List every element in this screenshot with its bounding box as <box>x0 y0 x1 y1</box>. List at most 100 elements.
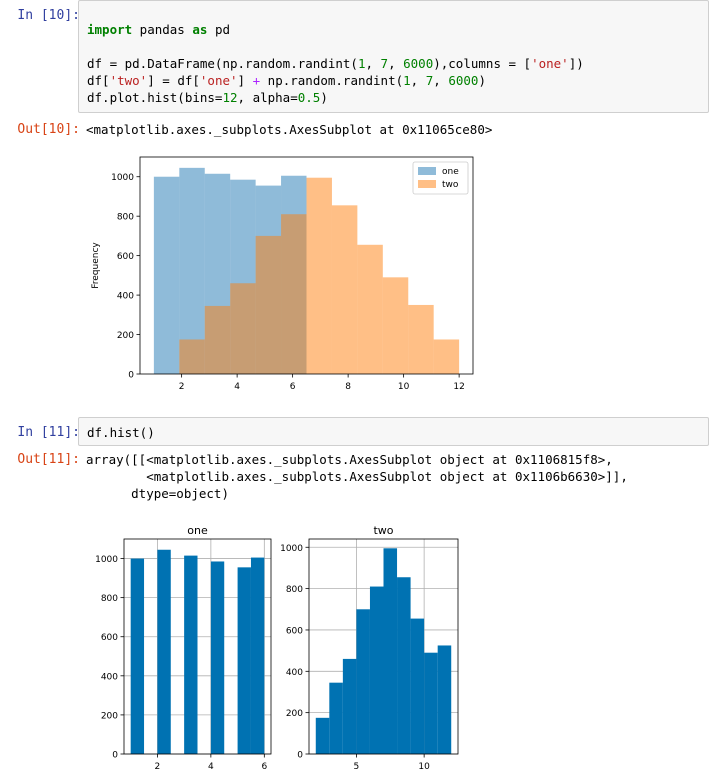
code-token: 0.5 <box>297 90 321 105</box>
y-tick-label: 600 <box>101 633 118 643</box>
y-tick-label: 800 <box>117 213 134 223</box>
histogram-bar-two <box>331 205 358 374</box>
y-tick-label: 0 <box>128 371 134 381</box>
x-tick-label: 12 <box>453 382 464 392</box>
code-token: ] <box>237 73 253 88</box>
histogram-bar-two <box>179 339 205 374</box>
histogram-bar <box>329 682 343 754</box>
input-prompt-10: In [10]: <box>17 8 80 23</box>
y-tick-label: 200 <box>286 709 303 719</box>
output-prompt-10: Out[10]: <box>17 122 80 137</box>
histogram-bar <box>383 548 398 754</box>
code-line: df['two'] = df['one'] + np.random.randin… <box>87 72 700 89</box>
x-tick-label: 10 <box>398 382 410 392</box>
code-token: df = pd.DataFrame(np.random.randint( <box>87 56 358 71</box>
y-tick-label: 600 <box>117 252 134 262</box>
code-token: pandas <box>132 22 193 37</box>
code-token: ) <box>320 90 328 105</box>
histogram-bar <box>315 717 330 754</box>
y-tick-label: 0 <box>112 751 118 761</box>
histogram-two-chart: 5 10 0 200 400 600 800 1000 two <box>280 524 459 772</box>
x-tick-label: 4 <box>234 382 240 392</box>
code-token: df.hist() <box>87 425 155 440</box>
y-tick-label: 1000 <box>95 555 118 565</box>
output-text-11: array([[<matplotlib.axes._subplots.AxesS… <box>86 452 628 501</box>
y-tick-label: 600 <box>286 626 303 636</box>
code-token: 7 <box>380 56 389 71</box>
x-tick-label: 4 <box>208 762 214 772</box>
axes-frame <box>123 538 272 755</box>
histogram-bar <box>342 658 357 754</box>
histogram-bar-two <box>281 214 307 374</box>
code-token: 'one' <box>199 73 238 88</box>
code-token: 6000 <box>448 73 479 88</box>
legend-swatch-two <box>418 180 436 188</box>
x-tick-label: 2 <box>155 762 161 772</box>
histogram-bar-two <box>357 244 383 374</box>
histogram-bar <box>369 586 384 754</box>
code-line: df.plot.hist(bins=12, alpha=0.5) <box>87 89 700 106</box>
code-line: import pandas as pd <box>87 21 700 38</box>
code-editor-11[interactable]: df.hist() <box>87 424 700 441</box>
histogram-bar <box>397 577 411 754</box>
code-line <box>87 38 700 55</box>
y-tick-label: 1000 <box>111 173 134 183</box>
code-token: , <box>365 56 381 71</box>
code-token: ),columns = [ <box>433 56 532 71</box>
axes-frame <box>139 156 474 375</box>
histogram-bar <box>250 557 265 754</box>
histogram-bar <box>437 645 452 754</box>
code-token: 'two' <box>109 73 148 88</box>
code-token: import <box>87 22 133 37</box>
histogram-bar-two <box>306 177 332 374</box>
histogram-bar <box>424 652 438 754</box>
y-tick-label: 0 <box>297 751 303 761</box>
code-token: 7 <box>425 73 434 88</box>
histogram-bar-two <box>230 283 256 374</box>
subplot-title: two <box>373 524 393 537</box>
histogram-bar <box>184 555 198 754</box>
histogram-bar-two <box>433 339 460 374</box>
legend-label-two: two <box>442 180 459 190</box>
code-token: 1 <box>403 73 411 88</box>
overlay-histogram-chart: 2 4 6 8 10 12 0 200 400 600 800 1000 Frequency one two <box>91 156 474 392</box>
code-token: ) <box>478 73 486 88</box>
code-token: + <box>252 73 261 88</box>
histogram-bar-two <box>382 277 409 374</box>
histogram-bar-two <box>255 235 282 374</box>
output-text-10: <matplotlib.axes._subplots.AxesSubplot a… <box>86 122 493 137</box>
histogram-bar <box>237 567 251 754</box>
code-token: ] = df[ <box>147 73 200 88</box>
code-token: df.plot.hist(bins= <box>87 90 223 105</box>
code-token: pd <box>207 22 231 37</box>
code-line: df = pd.DataFrame(np.random.randint(1, 7… <box>87 55 700 72</box>
x-tick-label: 5 <box>354 762 360 772</box>
x-tick-label: 8 <box>345 382 351 392</box>
output-prompt-11: Out[11]: <box>17 452 80 467</box>
histogram-bar <box>210 561 225 754</box>
histogram-bar-two <box>408 304 434 374</box>
x-tick-label: 6 <box>290 382 296 392</box>
code-token: , alpha= <box>237 90 298 105</box>
code-token: 12 <box>222 90 238 105</box>
code-token: 'one' <box>531 56 569 71</box>
y-tick-label: 1000 <box>280 544 303 554</box>
code-cell-10[interactable]: import pandas as pd df = pd.DataFrame(np.… <box>78 0 709 113</box>
y-tick-label: 200 <box>117 331 134 341</box>
axes-frame <box>308 538 459 755</box>
histogram-bar-two <box>204 305 231 374</box>
code-editor-10[interactable]: import pandas as pd df = pd.DataFrame(np.… <box>87 21 700 106</box>
code-token: , <box>410 73 426 88</box>
histogram-bar-one <box>153 176 180 374</box>
code-token: , <box>433 73 449 88</box>
x-tick-label: 6 <box>261 762 267 772</box>
code-token: ]) <box>568 56 584 71</box>
code-token: 6000 <box>403 56 434 71</box>
code-cell-11[interactable]: df.hist() <box>78 417 709 446</box>
y-tick-label: 400 <box>117 292 134 302</box>
x-tick-label: 2 <box>179 382 185 392</box>
y-axis-label: Frequency <box>91 242 101 289</box>
histogram-bar <box>157 549 171 754</box>
y-tick-label: 200 <box>101 711 118 721</box>
histogram-bar <box>130 558 145 754</box>
